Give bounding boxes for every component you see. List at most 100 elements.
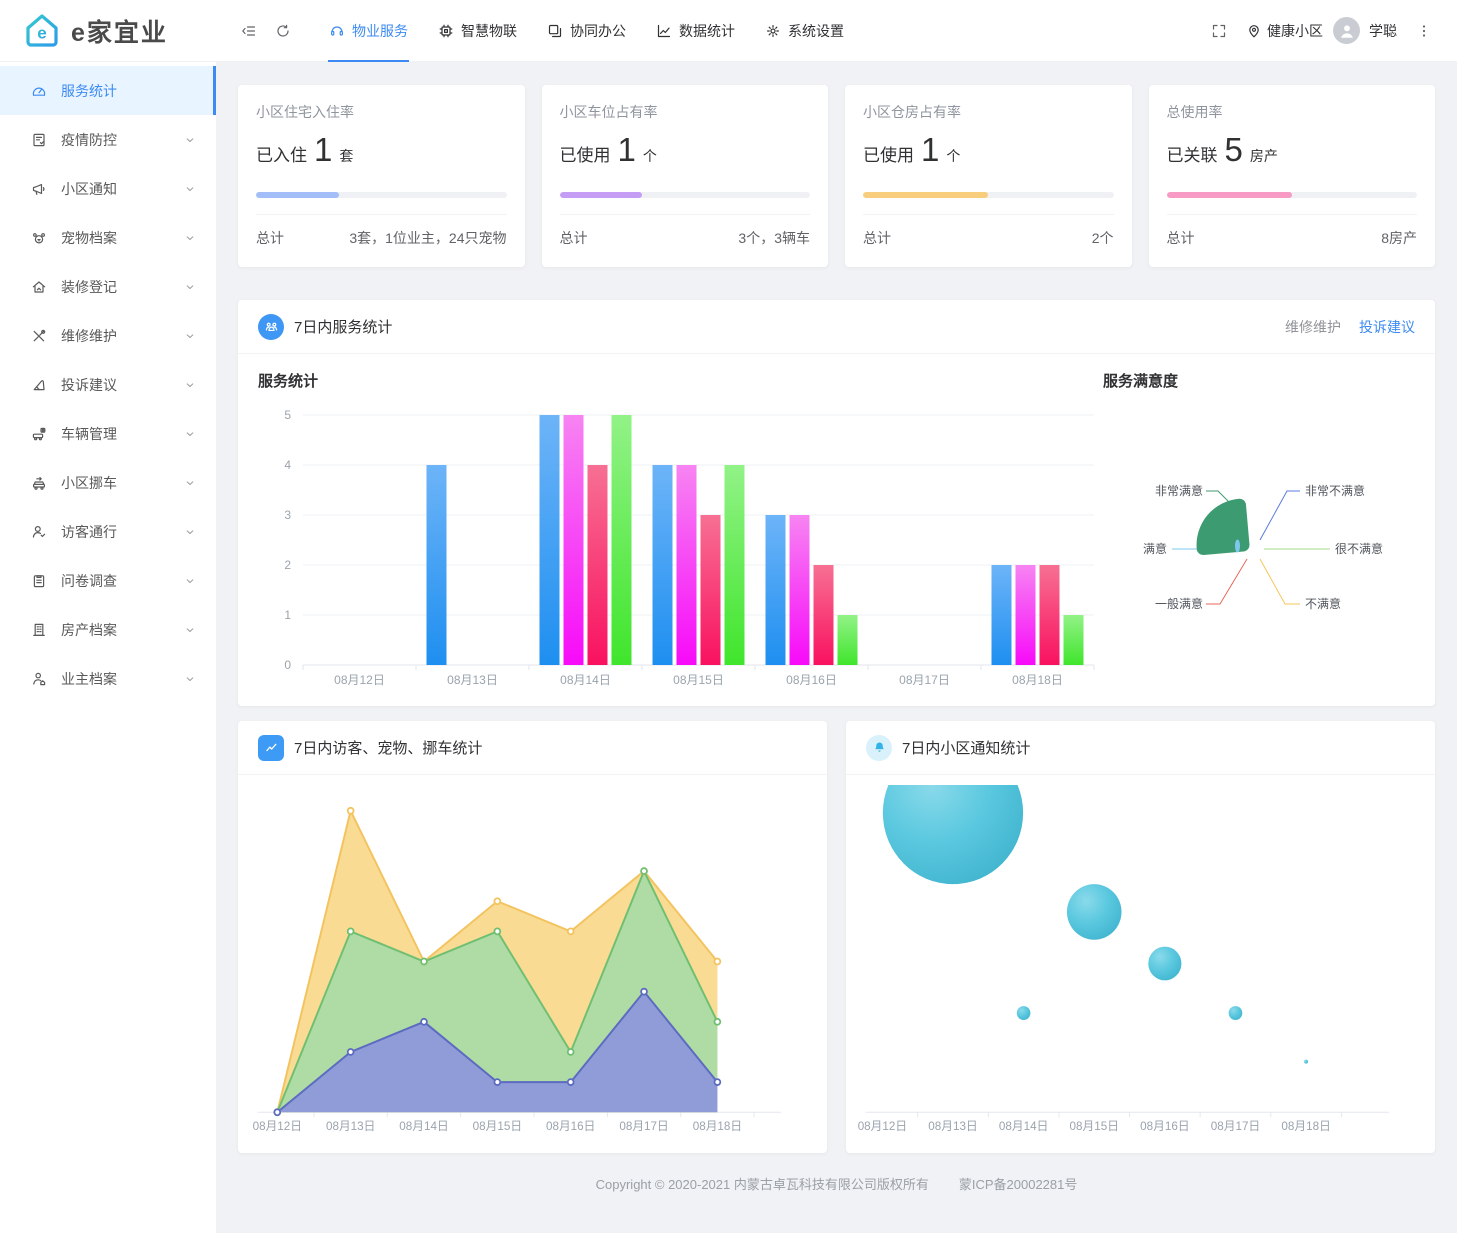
link-complaints[interactable]: 投诉建议 — [1359, 318, 1415, 335]
svg-text:2: 2 — [284, 558, 291, 572]
chart-icon — [657, 24, 671, 37]
tab-label: 系统设置 — [788, 22, 844, 39]
sidebar-item-12[interactable]: 业主档案 — [0, 654, 216, 703]
tab-3[interactable]: 数据统计 — [641, 0, 750, 62]
svg-text:满意: 满意 — [1143, 541, 1167, 556]
sidebar-item-7[interactable]: 车辆管理 — [0, 409, 216, 458]
fullscreen-icon[interactable] — [1202, 14, 1236, 48]
house-repair-icon — [32, 280, 46, 293]
svg-text:08月13日: 08月13日 — [447, 673, 498, 687]
sidebar-item-label: 宠物档案 — [61, 229, 117, 246]
progress-bar — [863, 192, 1114, 198]
sidebar-item-8[interactable]: 小区挪车 — [0, 458, 216, 507]
chevron-down-icon — [186, 186, 194, 191]
total-value: 3套，1位业主，24只宠物 — [349, 230, 507, 246]
stat-card-0: 小区住宅入住率已入住 1 套总计 3套，1位业主，24只宠物 — [238, 85, 525, 267]
svg-text:08月16日: 08月16日 — [546, 1120, 595, 1133]
tab-1[interactable]: 智慧物联 — [423, 0, 532, 62]
header-right: 健康小区 学聪 — [1202, 14, 1441, 48]
card-total-row: 总计 3套，1位业主，24只宠物 — [256, 214, 507, 248]
refresh-icon[interactable] — [266, 14, 300, 48]
card-value: 已入住 1 套 — [256, 131, 354, 168]
community-selector[interactable]: 健康小区 — [1246, 21, 1323, 41]
total-value: 3个，3辆车 — [738, 230, 810, 246]
tab-2[interactable]: 协同办公 — [532, 0, 641, 62]
svg-text:非常满意: 非常满意 — [1155, 483, 1203, 498]
icp-number: 蒙ICP备20002281号 — [958, 1176, 1078, 1192]
sidebar-item-label: 服务统计 — [61, 82, 117, 99]
total-label: 总计 — [256, 230, 284, 246]
pet-icon — [33, 232, 46, 244]
satisfaction-pie-chart: 非常满意 满意 一般满意 不满意 很不满意 非常不满意 — [1103, 395, 1415, 690]
community-name: 健康小区 — [1267, 22, 1323, 39]
stat-card-1: 小区车位占有率已使用 1 个总计 3个，3辆车 — [541, 85, 828, 267]
app-logo[interactable]: e e家宜业 — [0, 0, 216, 61]
tab-4[interactable]: 系统设置 — [750, 0, 859, 62]
chevron-down-icon — [186, 529, 194, 534]
person-icon — [1340, 24, 1353, 38]
svg-text:很不满意: 很不满意 — [1335, 541, 1383, 556]
sidebar-item-1[interactable]: 疫情防控 — [0, 115, 216, 164]
svg-text:3: 3 — [284, 508, 291, 522]
sidebar-item-4[interactable]: 装修登记 — [0, 262, 216, 311]
kebab-icon[interactable] — [1407, 14, 1441, 48]
card-title: 总使用率 — [1166, 104, 1223, 120]
chevron-down-icon — [186, 382, 194, 387]
sidebar-item-label: 房产档案 — [61, 621, 117, 638]
users-icon — [258, 313, 284, 340]
chevron-down-icon — [186, 333, 194, 338]
total-value: 2个 — [1091, 230, 1114, 246]
complaint-icon — [33, 379, 45, 390]
visitor-area-chart: 08月12日 08月13日 08月14日 08月15日 08月16日 08月17日 08月1… — [238, 775, 827, 1143]
svg-text:0: 0 — [284, 658, 291, 672]
chevron-down-icon — [186, 284, 194, 289]
gear-icon — [767, 24, 779, 37]
svg-text:08月14日: 08月14日 — [560, 673, 611, 687]
svg-text:1: 1 — [284, 608, 291, 622]
sidebar-item-2[interactable]: 小区通知 — [0, 164, 216, 213]
sidebar-item-10[interactable]: 问卷调查 — [0, 556, 216, 605]
headset-icon — [330, 25, 343, 36]
svg-text:08月12日: 08月12日 — [858, 1120, 907, 1133]
visitor-icon — [32, 525, 46, 538]
svg-text:08月15日: 08月15日 — [673, 673, 724, 687]
main-nav: 物业服务 智慧物联 协同办公 数据统计 系统设置 — [314, 0, 859, 62]
tab-label: 智慧物联 — [461, 22, 517, 39]
link-repair-maintenance[interactable]: 维修维护 — [1285, 318, 1341, 335]
panel-title: 7日内访客、宠物、挪车统计 — [294, 740, 483, 757]
tab-label: 物业服务 — [352, 22, 408, 39]
card-title: 小区住宅入住率 — [256, 104, 354, 120]
bar-chart-title: 服务统计 — [258, 373, 319, 390]
chevron-down-icon — [186, 431, 194, 436]
card-value: 已使用 1 个 — [559, 131, 657, 168]
card-total-row: 总计 2个 — [863, 214, 1114, 248]
sidebar-item-9[interactable]: 访客通行 — [0, 507, 216, 556]
total-label: 总计 — [1166, 230, 1195, 246]
user-menu[interactable]: 学聪 — [1333, 17, 1397, 44]
avatar — [1333, 17, 1360, 44]
service-bar-section: 服务统计 0 1 2 3 4 5 08月12日 08月13日 08月14日 08月15日 08月16… — [258, 368, 1103, 690]
windows-icon — [548, 24, 562, 37]
sidebar-item-0[interactable]: 服务统计 — [0, 66, 216, 115]
bottom-panels-row: 7日内访客、宠物、挪车统计 08月12日 08月13日 08月14日 08月15日 08… — [238, 721, 1435, 1153]
svg-text:08月18日: 08月18日 — [1281, 1120, 1330, 1133]
service-panel-body: 服务统计 0 1 2 3 4 5 08月12日 08月13日 08月14日 08月15日 08月16… — [238, 354, 1435, 706]
chevron-down-icon — [186, 235, 194, 240]
logo-house-icon: e — [26, 13, 58, 47]
panel-title: 7日内服务统计 — [294, 319, 393, 336]
card-total-row: 总计 3个，3辆车 — [559, 214, 810, 248]
bell-icon — [866, 734, 892, 761]
sidebar-item-6[interactable]: 投诉建议 — [0, 360, 216, 409]
sidebar-item-label: 疫情防控 — [61, 131, 117, 148]
card-title: 小区车位占有率 — [559, 104, 658, 120]
sidebar-item-5[interactable]: 维修维护 — [0, 311, 216, 360]
svg-text:08月15日: 08月15日 — [1070, 1120, 1119, 1133]
svg-text:5: 5 — [284, 408, 291, 422]
service-stats-panel: 7日内服务统计 维修维护 投诉建议 服务统计 0 1 2 3 4 5 08月12日 08月13… — [238, 300, 1435, 706]
card-title: 小区仓房占有率 — [863, 104, 961, 120]
sidebar-item-3[interactable]: 宠物档案 — [0, 213, 216, 262]
collapse-icon[interactable] — [232, 14, 266, 48]
svg-text:08月18日: 08月18日 — [1012, 673, 1063, 687]
sidebar-item-11[interactable]: 房产档案 — [0, 605, 216, 654]
tab-0[interactable]: 物业服务 — [314, 0, 423, 62]
